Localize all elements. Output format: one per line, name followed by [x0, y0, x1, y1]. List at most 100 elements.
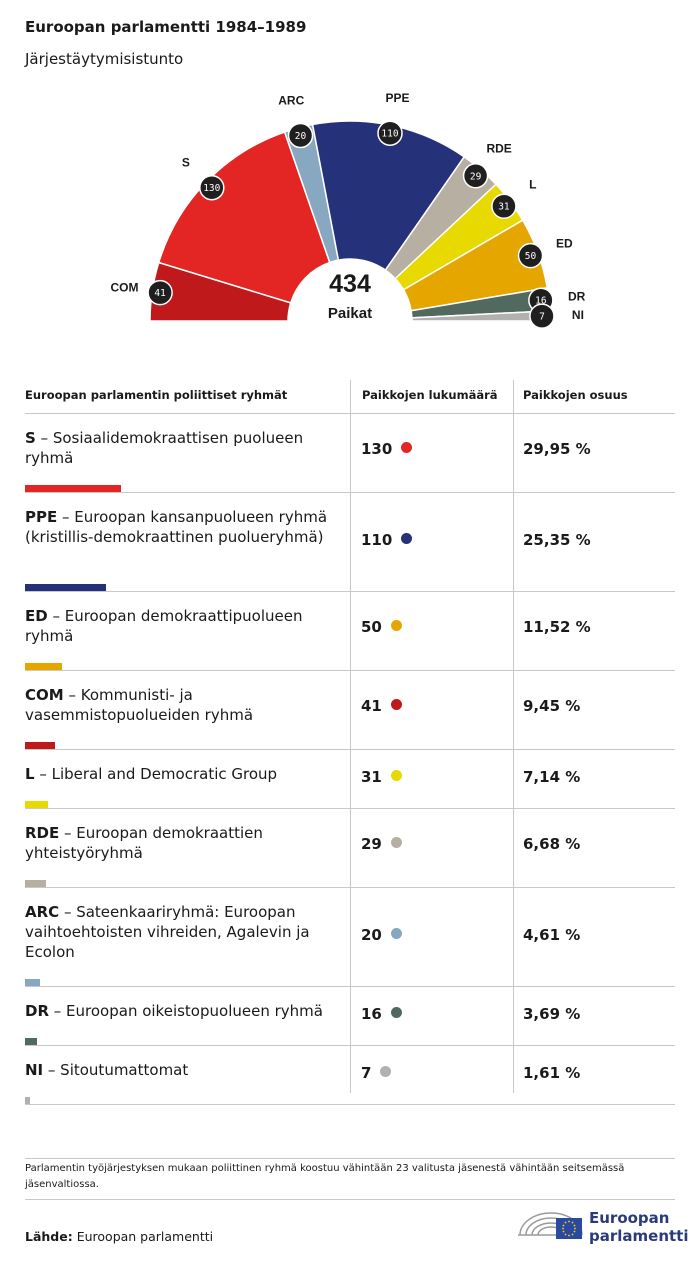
seat-share: 29,95 % — [523, 440, 591, 458]
seat-marker-value: 7 — [539, 312, 545, 323]
slice-label-arc: ARC — [278, 94, 304, 108]
slice-label-ppe: PPE — [386, 91, 410, 105]
group-fullname: – Sitoutumattomat — [43, 1061, 189, 1079]
seat-count-value: 130 — [361, 440, 393, 458]
seat-marker-com: 41 — [147, 279, 173, 306]
share-bar — [25, 584, 106, 591]
color-dot — [390, 770, 402, 781]
group-fullname: – Euroopan oikeistopuolueen ryhmä — [49, 1002, 323, 1020]
total-seats-value: 434 — [329, 270, 371, 298]
seat-count-value: 16 — [361, 1005, 382, 1023]
group-abbr: S — [25, 429, 36, 447]
slice-ppe — [311, 120, 466, 272]
group-name: RDE – Euroopan demokraattien yhteistyöry… — [25, 823, 340, 863]
header-share: Paikkojen osuus — [523, 388, 628, 402]
slice-label-l: L — [529, 178, 536, 192]
group-name: L – Liberal and Democratic Group — [25, 764, 340, 784]
seat-share: 6,68 % — [523, 835, 581, 853]
seat-marker-ni: 7 — [529, 303, 555, 329]
table-row: COM – Kommunisti- ja vasemmistopuolueide… — [25, 671, 675, 750]
group-abbr: NI — [25, 1061, 44, 1079]
seat-marker-value: 41 — [154, 288, 166, 299]
seat-count-value: 41 — [361, 697, 382, 715]
header-groups: Euroopan parlamentin poliittiset ryhmät — [25, 388, 288, 402]
group-name: COM – Kommunisti- ja vasemmistopuolueide… — [25, 685, 340, 725]
group-fullname: – Euroopan demokraattien yhteistyöryhmä — [25, 824, 263, 862]
page-title: Euroopan parlamentti 1984–1989 — [25, 18, 307, 36]
group-name: ARC – Sateenkaariryhmä: Euroopan vaihtoe… — [25, 902, 340, 962]
table-row: S – Sosiaalidemokraattisen puolueen ryhm… — [25, 414, 675, 493]
seat-share: 11,52 % — [523, 618, 591, 636]
seat-marker-l: 31 — [491, 193, 517, 219]
slice-s — [157, 131, 331, 304]
seat-share: 9,45 % — [523, 697, 581, 715]
seat-marker-value: 16 — [535, 296, 547, 307]
color-dot — [401, 442, 413, 453]
seat-count: 20 — [361, 926, 402, 944]
seat-count: 50 — [361, 618, 402, 636]
color-dot — [401, 533, 413, 544]
group-fullname: – Kommunisti- ja vasemmistopuolueiden ry… — [25, 686, 254, 724]
seat-marker-value: 110 — [381, 129, 398, 140]
seat-count: 7 — [361, 1064, 392, 1082]
color-dot — [390, 699, 402, 710]
page-subtitle: Järjestäytymisistunto — [25, 50, 184, 68]
group-name: DR – Euroopan oikeistopuolueen ryhmä — [25, 1001, 340, 1021]
share-bar — [25, 880, 46, 887]
seat-marker-value: 31 — [498, 202, 510, 213]
seat-marker-ppe: 110 — [377, 120, 403, 146]
seat-count-value: 7 — [361, 1064, 372, 1082]
group-abbr: L — [25, 765, 35, 783]
seat-count-value: 29 — [361, 835, 382, 853]
group-abbr: PPE — [25, 508, 58, 526]
share-bar — [25, 742, 55, 749]
seat-share: 25,35 % — [523, 531, 591, 549]
seat-count: 29 — [361, 835, 402, 853]
seat-marker-ed: 50 — [517, 242, 544, 269]
seat-marker-value: 20 — [295, 131, 307, 142]
seat-distribution-chart: 41 130 20 110 29 31 50 16 7 COM S ARC PPE RDE L ED DR NI… — [111, 91, 586, 329]
seat-count: 41 — [361, 697, 402, 715]
seat-count-value: 31 — [361, 768, 382, 786]
seat-count-value: 50 — [361, 618, 382, 636]
group-name: ED – Euroopan demokraattipuolueen ryhmä — [25, 606, 340, 646]
groups-table: Euroopan parlamentin poliittiset ryhmät … — [25, 380, 675, 1105]
seat-count-value: 20 — [361, 926, 382, 944]
color-dot — [390, 620, 402, 631]
seat-count: 130 — [361, 440, 413, 458]
share-bar — [25, 663, 62, 670]
color-dot — [380, 1066, 392, 1077]
share-bar — [25, 1038, 37, 1045]
group-fullname: – Liberal and Democratic Group — [34, 765, 278, 783]
seat-count-value: 110 — [361, 531, 393, 549]
seat-share: 4,61 % — [523, 926, 581, 944]
column-divider — [513, 380, 514, 1093]
slice-label-ni: NI — [572, 308, 584, 322]
group-name: PPE – Euroopan kansanpuolueen ryhmä (kri… — [25, 507, 340, 547]
table-row: DR – Euroopan oikeistopuolueen ryhmä 16 3,… — [25, 987, 675, 1046]
slice-label-s: S — [182, 156, 190, 170]
group-fullname: – Sosiaalidemokraattisen puolueen ryhmä — [25, 429, 304, 467]
color-dot — [390, 837, 402, 848]
logo-text: Euroopan parlamentti — [589, 1209, 689, 1245]
european-parliament-logo — [518, 1212, 583, 1239]
header-seats: Paikkojen lukumäärä — [362, 388, 498, 402]
source-label: Lähde: — [25, 1229, 73, 1244]
share-bar — [25, 1097, 30, 1104]
group-abbr: RDE — [25, 824, 60, 842]
seat-marker-rde: 29 — [462, 163, 489, 189]
seat-share: 7,14 % — [523, 768, 581, 786]
share-bar — [25, 979, 40, 986]
slice-label-ed: ED — [556, 236, 573, 250]
seat-marker-s: 130 — [199, 174, 225, 201]
color-dot — [390, 928, 402, 939]
seat-marker-arc: 20 — [287, 122, 314, 149]
seat-marker-value: 50 — [525, 251, 537, 262]
group-abbr: DR — [25, 1002, 50, 1020]
slice-label-dr: DR — [568, 289, 586, 303]
group-fullname: – Sateenkaariryhmä: Euroopan vaihtoehtoi… — [25, 903, 310, 961]
group-fullname: – Euroopan demokraattipuolueen ryhmä — [25, 607, 303, 645]
seat-count: 16 — [361, 1005, 402, 1023]
group-fullname: – Euroopan kansanpuolueen ryhmä (kristil… — [25, 508, 328, 546]
share-bar — [25, 801, 48, 808]
